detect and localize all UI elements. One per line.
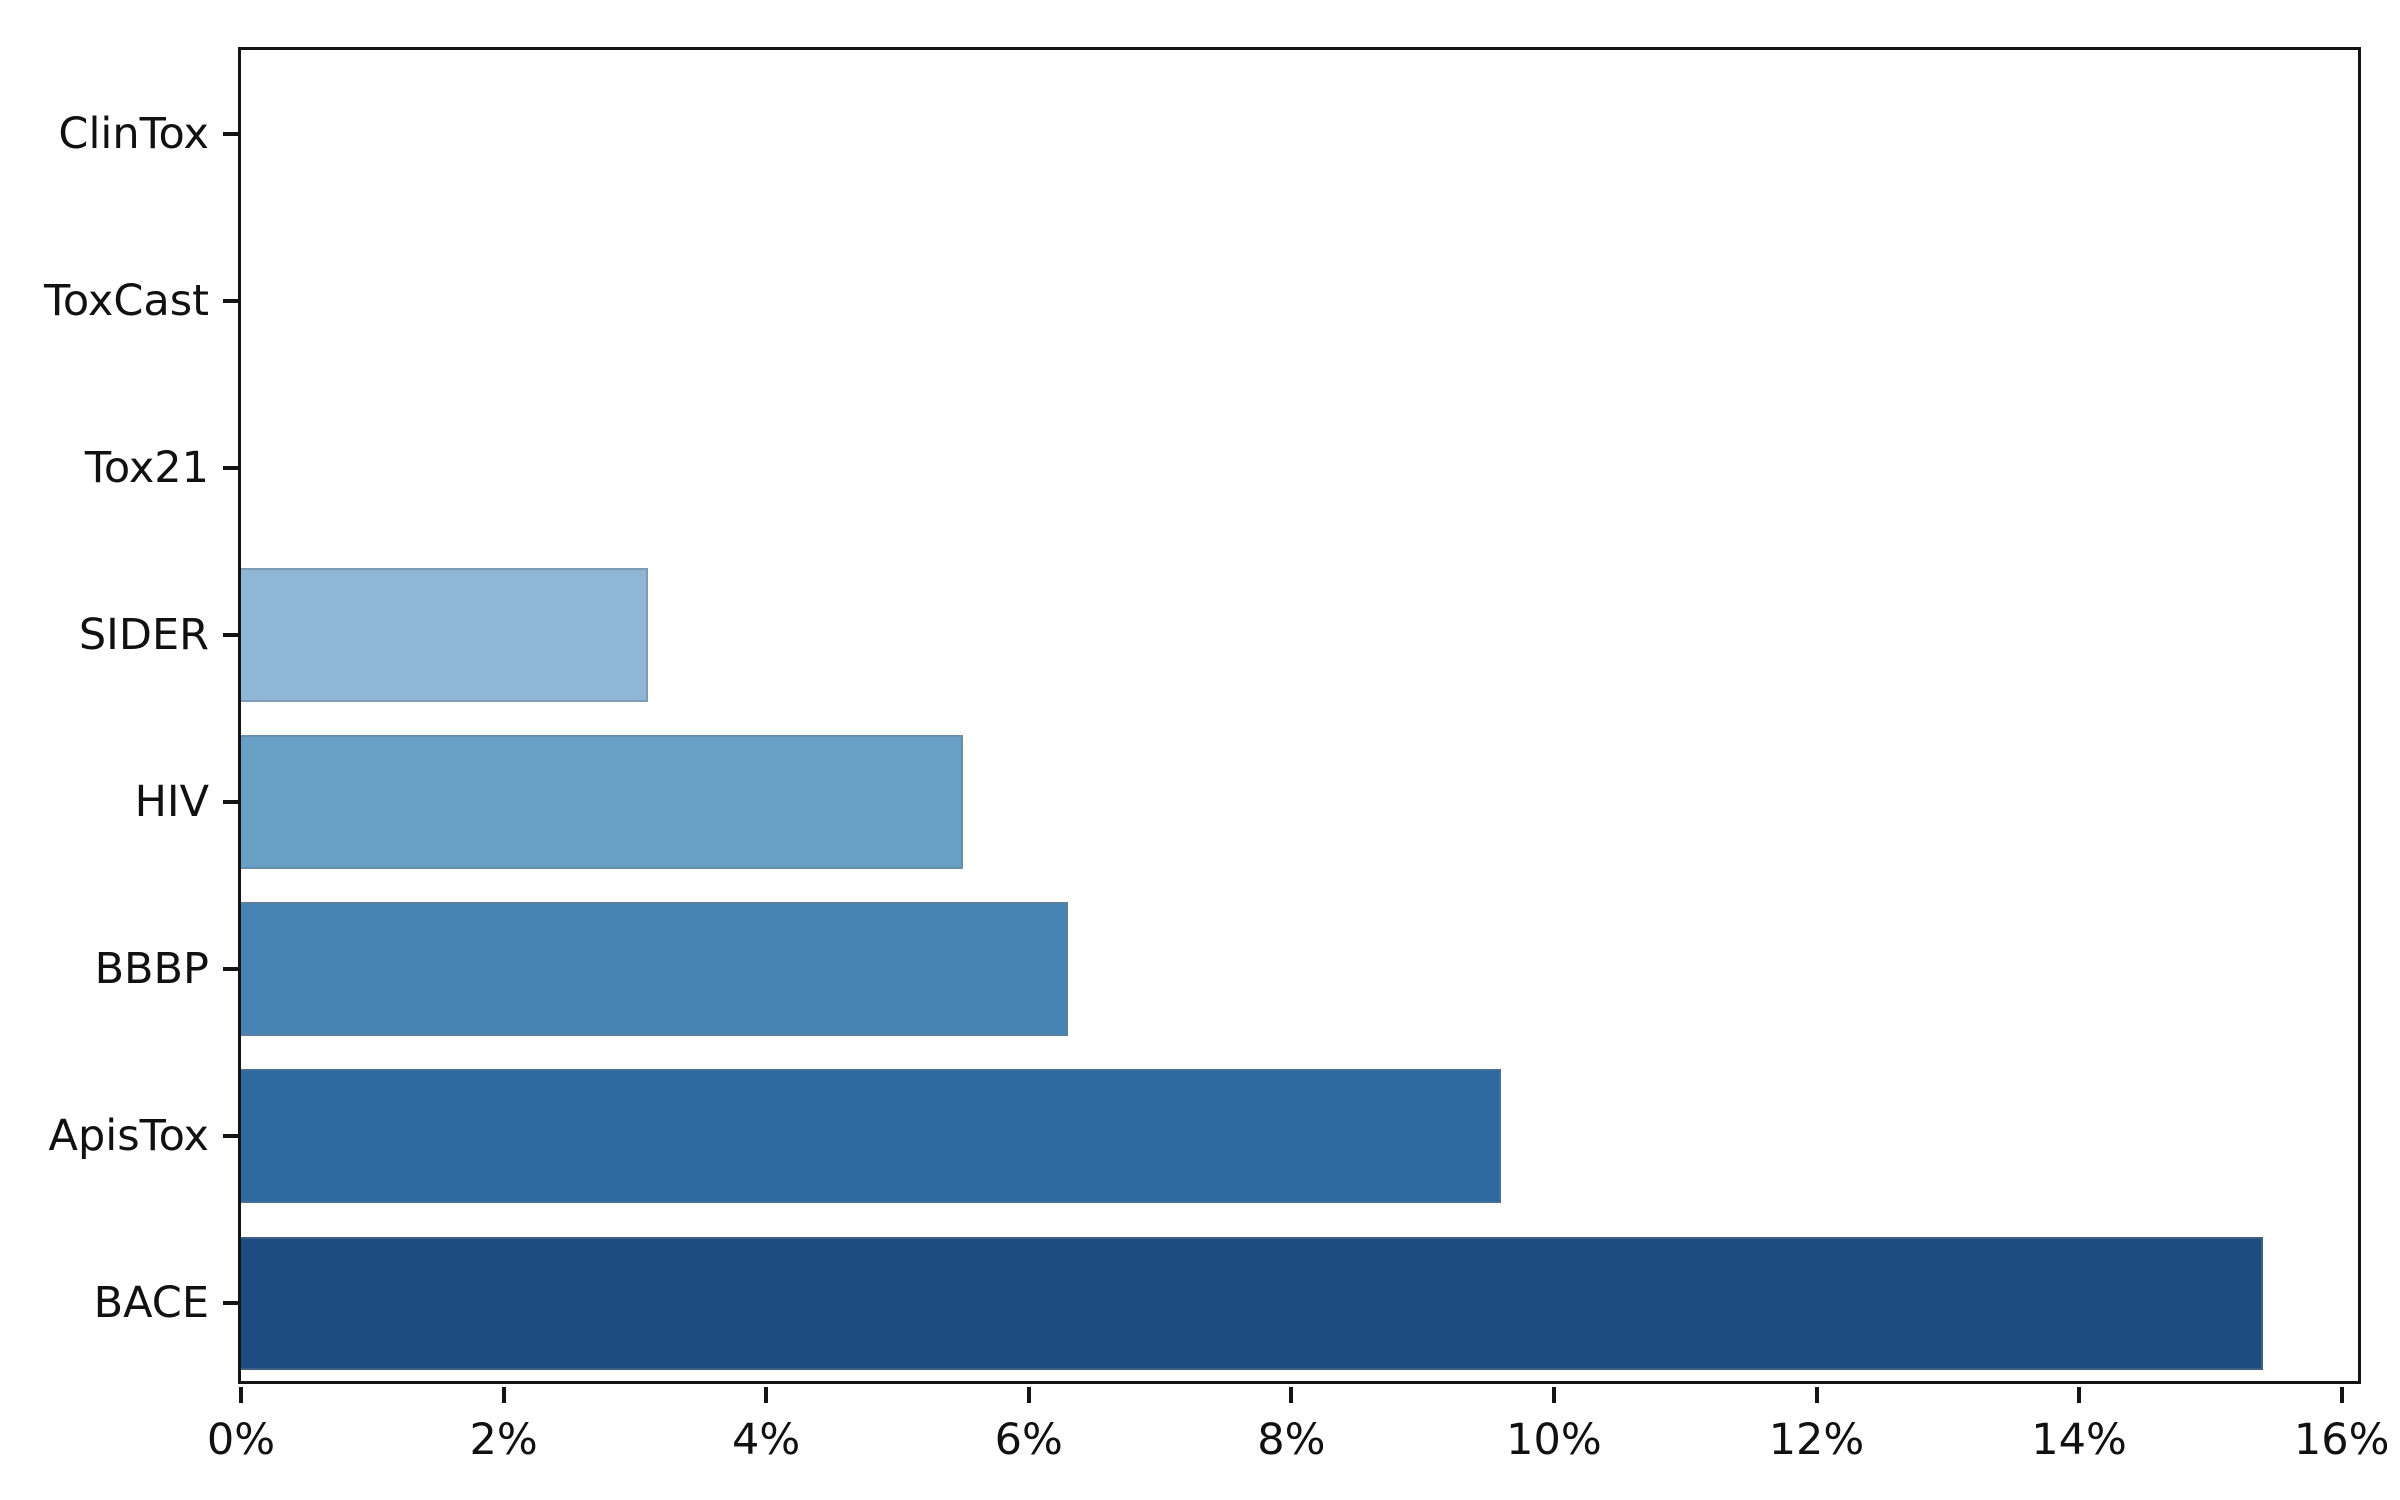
x-tick-mark (1289, 1387, 1294, 1403)
bar-bace (241, 1236, 2263, 1371)
x-tick-label-0pct: 0% (206, 1415, 276, 1465)
x-tick-mark (1551, 1387, 1556, 1403)
y-tick-label-clintox: ClinTox (58, 108, 209, 159)
x-tick-label-14pct: 14% (2031, 1415, 2127, 1465)
x-tick-mark (1026, 1387, 1031, 1403)
x-tick-mark (1814, 1387, 1819, 1403)
y-tick-mark (223, 632, 238, 637)
x-tick-mark (239, 1387, 243, 1403)
x-tick-label-8pct: 8% (1257, 1415, 1326, 1465)
y-tick-label-bace: BACE (93, 1278, 209, 1329)
y-tick-label-apistox: ApisTox (48, 1111, 209, 1162)
bar-hiv (241, 735, 964, 869)
y-tick-mark (223, 1301, 238, 1306)
y-tick-mark (223, 465, 238, 470)
x-tick-label-10pct: 10% (1506, 1415, 1602, 1465)
x-tick-mark (2077, 1387, 2082, 1403)
x-tick-label-4pct: 4% (732, 1415, 801, 1465)
y-tick-mark (223, 800, 238, 805)
x-tick-label-16pct: 16% (2293, 1415, 2390, 1465)
y-tick-mark (223, 1134, 238, 1139)
bar-apistox (241, 1069, 1502, 1204)
y-tick-label-toxcast: ToxCast (43, 275, 209, 326)
x-tick-label-6pct: 6% (994, 1415, 1063, 1465)
y-tick-mark (223, 131, 238, 136)
bar-sider (241, 568, 648, 702)
y-tick-mark (223, 967, 238, 972)
y-tick-label-sider: SIDER (78, 609, 209, 660)
y-tick-mark (223, 298, 238, 303)
x-tick-mark (764, 1387, 769, 1403)
bar-bbbp (241, 902, 1069, 1037)
plot-area: ClinTox ToxCast Tox21 SIDER HIV BBBP ApisTox BA… (44, 47, 2389, 1462)
y-tick-label-tox21: Tox21 (84, 442, 209, 493)
x-tick-mark (2339, 1387, 2344, 1403)
x-tick-label-12pct: 12% (1768, 1415, 1865, 1465)
y-tick-label-hiv: HIV (134, 777, 209, 828)
y-tick-label-bbbp: BBBP (94, 944, 209, 995)
x-tick-mark (501, 1387, 506, 1403)
x-tick-label-2pct: 2% (469, 1415, 538, 1465)
